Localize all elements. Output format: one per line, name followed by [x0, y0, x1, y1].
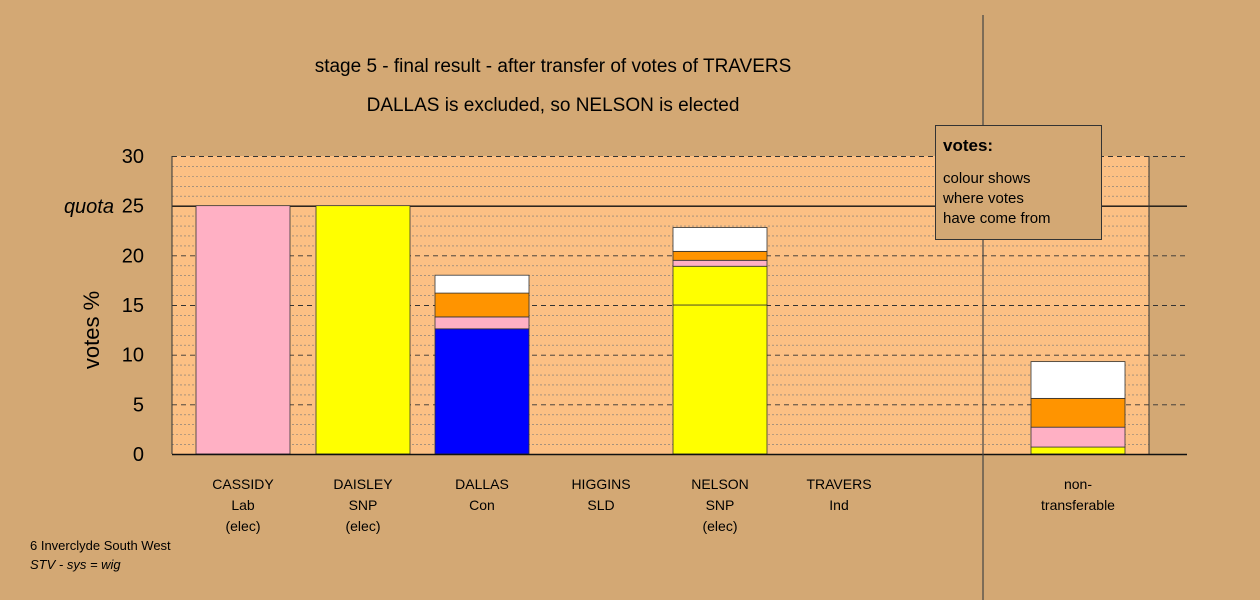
system-label: STV - sys = wig — [30, 557, 121, 572]
y-tick-label: 15 — [122, 295, 144, 317]
bar-segment — [672, 259, 768, 267]
x-category-label: NELSON — [691, 476, 749, 492]
legend-line: where votes — [942, 190, 1024, 207]
chart-subtitle: DALLAS is excluded, so NELSON is elected — [367, 95, 740, 116]
x-category-label: SNP — [706, 497, 735, 513]
y-axis-label: votes % — [79, 291, 104, 369]
x-category-label: non- — [1064, 476, 1092, 492]
chart-title: stage 5 - final result - after transfer … — [315, 56, 792, 77]
bar-segment — [1030, 446, 1126, 455]
bar-segment — [672, 265, 768, 306]
x-category-label: transferable — [1041, 497, 1115, 513]
x-category-label: DALLAS — [455, 476, 509, 492]
y-tick-label: 30 — [122, 146, 144, 168]
bar-segment — [434, 274, 530, 294]
bar-segment — [1030, 397, 1126, 428]
quota-label: quota — [64, 196, 114, 218]
x-category-label: DAISLEY — [333, 476, 393, 492]
x-category-label: Con — [469, 497, 495, 513]
x-category-label: Ind — [829, 497, 848, 513]
y-tick-label: 5 — [133, 394, 144, 416]
legend-box: votes: colour shows where votes have com… — [935, 125, 1102, 240]
bar-segment — [672, 250, 768, 261]
bar-segment — [1030, 426, 1126, 448]
x-category-label: (elec) — [225, 518, 260, 534]
bar-segment — [434, 316, 530, 330]
bar-segment — [672, 227, 768, 252]
legend-title: votes: — [943, 136, 993, 155]
x-category-label: Lab — [231, 497, 255, 513]
x-category-label: (elec) — [702, 518, 737, 534]
y-tick-label: 25 — [122, 196, 144, 218]
bar-segment — [434, 292, 530, 318]
x-category-label: (elec) — [345, 518, 380, 534]
y-tick-label: 0 — [133, 444, 144, 466]
bar-segment — [672, 304, 768, 455]
x-category-label: SLD — [587, 497, 614, 513]
bar-segment — [434, 328, 530, 455]
legend-frame — [935, 125, 1102, 240]
y-tick-label: 20 — [122, 245, 144, 267]
bar-segment — [1030, 361, 1126, 399]
x-category-label: CASSIDY — [212, 476, 274, 492]
x-category-label: TRAVERS — [806, 476, 871, 492]
constituency-label: 6 Inverclyde South West — [30, 538, 171, 553]
y-tick-label: 10 — [122, 345, 144, 367]
bar-segment — [315, 205, 411, 455]
x-category-label: HIGGINS — [571, 476, 630, 492]
x-category-label: SNP — [349, 497, 378, 513]
legend-line: colour shows — [943, 170, 1031, 187]
legend-line: have come from — [943, 210, 1051, 227]
bar-segment — [195, 205, 291, 455]
